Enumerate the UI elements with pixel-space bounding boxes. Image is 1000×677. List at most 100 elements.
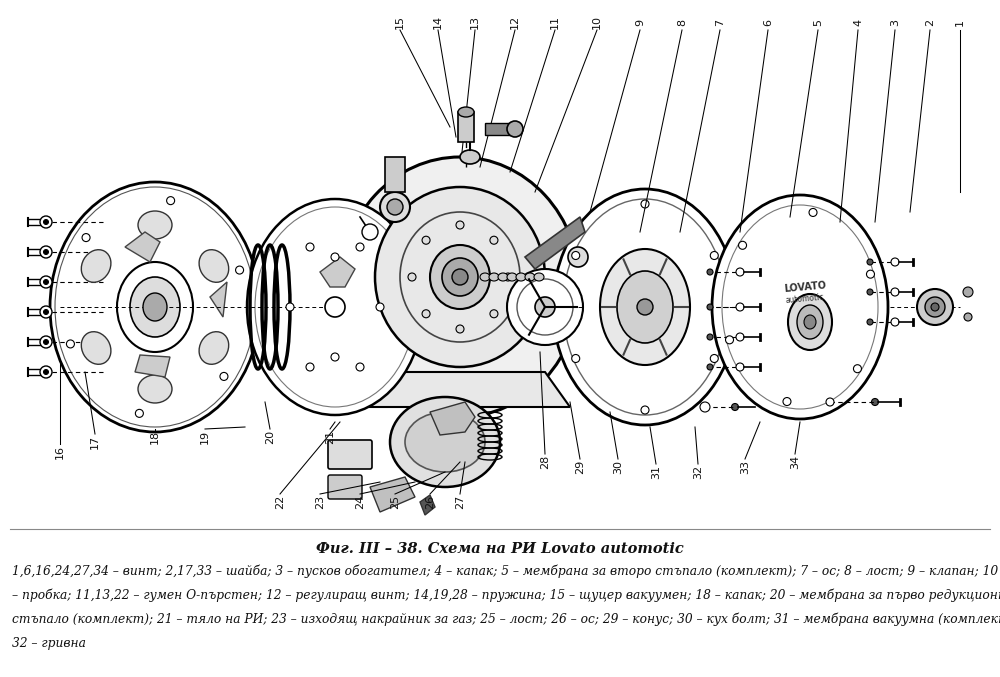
Ellipse shape xyxy=(480,273,490,281)
Ellipse shape xyxy=(783,397,791,406)
Ellipse shape xyxy=(135,410,143,417)
Ellipse shape xyxy=(891,258,899,266)
Text: 17: 17 xyxy=(90,435,100,449)
Ellipse shape xyxy=(572,355,580,362)
Ellipse shape xyxy=(707,364,713,370)
Ellipse shape xyxy=(456,325,464,333)
Ellipse shape xyxy=(710,355,718,362)
Ellipse shape xyxy=(867,259,873,265)
Ellipse shape xyxy=(362,224,378,240)
Ellipse shape xyxy=(891,318,899,326)
Text: 34: 34 xyxy=(790,455,800,469)
Ellipse shape xyxy=(535,297,555,317)
Polygon shape xyxy=(125,232,160,262)
Ellipse shape xyxy=(82,234,90,242)
Ellipse shape xyxy=(40,276,52,288)
Ellipse shape xyxy=(925,297,945,317)
Ellipse shape xyxy=(81,250,111,282)
Text: 26: 26 xyxy=(425,495,435,509)
Ellipse shape xyxy=(853,365,861,373)
Ellipse shape xyxy=(44,309,48,315)
Ellipse shape xyxy=(963,287,973,297)
Ellipse shape xyxy=(306,363,314,371)
Text: 1: 1 xyxy=(955,18,965,26)
Text: 25: 25 xyxy=(390,495,400,509)
Ellipse shape xyxy=(641,406,649,414)
Text: 9: 9 xyxy=(635,18,645,26)
Ellipse shape xyxy=(286,303,294,311)
Ellipse shape xyxy=(917,289,953,325)
Ellipse shape xyxy=(458,107,474,117)
Ellipse shape xyxy=(456,221,464,229)
Ellipse shape xyxy=(641,200,649,208)
Ellipse shape xyxy=(376,303,384,311)
FancyBboxPatch shape xyxy=(328,440,372,469)
Text: – пробка; 11,13,22 – гумен О-пърстен; 12 – регулиращ винт; 14,19,28 – пружина; 1: – пробка; 11,13,22 – гумен О-пърстен; 12… xyxy=(12,589,1000,603)
Ellipse shape xyxy=(460,150,480,164)
Ellipse shape xyxy=(516,273,526,281)
Text: 15: 15 xyxy=(395,15,405,29)
Text: 11: 11 xyxy=(550,15,560,29)
Ellipse shape xyxy=(44,219,48,225)
Ellipse shape xyxy=(356,243,364,251)
Ellipse shape xyxy=(490,236,498,244)
Ellipse shape xyxy=(553,189,737,425)
Ellipse shape xyxy=(50,182,260,432)
Ellipse shape xyxy=(408,273,416,281)
Text: 7: 7 xyxy=(715,18,725,26)
Ellipse shape xyxy=(826,398,834,406)
Ellipse shape xyxy=(44,339,48,345)
Text: 13: 13 xyxy=(470,15,480,29)
FancyBboxPatch shape xyxy=(485,123,510,135)
Text: 14: 14 xyxy=(433,15,443,29)
Ellipse shape xyxy=(490,310,498,318)
Polygon shape xyxy=(370,477,415,512)
Ellipse shape xyxy=(736,268,744,276)
Ellipse shape xyxy=(199,250,229,282)
Ellipse shape xyxy=(867,319,873,325)
Ellipse shape xyxy=(44,250,48,255)
Ellipse shape xyxy=(236,266,244,274)
Ellipse shape xyxy=(498,273,508,281)
Text: стъпало (комплект); 21 – тяло на РИ; 23 – изходящ накрайник за газ; 25 – лост; 2: стъпало (комплект); 21 – тяло на РИ; 23 … xyxy=(12,613,1000,626)
Ellipse shape xyxy=(739,241,747,249)
Ellipse shape xyxy=(507,273,517,281)
Ellipse shape xyxy=(130,277,180,337)
Ellipse shape xyxy=(143,293,167,321)
Ellipse shape xyxy=(504,273,512,281)
Ellipse shape xyxy=(617,271,673,343)
Ellipse shape xyxy=(804,315,816,329)
Ellipse shape xyxy=(867,289,873,295)
Text: 4: 4 xyxy=(853,18,863,26)
Polygon shape xyxy=(210,282,227,317)
Ellipse shape xyxy=(375,187,545,367)
Text: 24: 24 xyxy=(355,495,365,509)
Text: automotic: automotic xyxy=(785,293,825,305)
Ellipse shape xyxy=(40,246,52,258)
Ellipse shape xyxy=(40,306,52,318)
Text: Фиг. III – 38. Схема на РИ Lovato automotic: Фиг. III – 38. Схема на РИ Lovato automo… xyxy=(316,542,684,556)
Ellipse shape xyxy=(572,251,580,259)
Ellipse shape xyxy=(891,288,899,296)
Text: 2: 2 xyxy=(925,18,935,26)
Ellipse shape xyxy=(40,336,52,348)
Ellipse shape xyxy=(964,313,972,321)
Ellipse shape xyxy=(442,258,478,296)
Ellipse shape xyxy=(707,269,713,275)
Ellipse shape xyxy=(866,270,874,278)
FancyBboxPatch shape xyxy=(458,112,474,142)
Ellipse shape xyxy=(710,251,718,259)
Polygon shape xyxy=(350,372,570,407)
Ellipse shape xyxy=(726,336,734,344)
Text: 22: 22 xyxy=(275,495,285,509)
Ellipse shape xyxy=(732,403,738,410)
Ellipse shape xyxy=(707,334,713,340)
Ellipse shape xyxy=(700,402,710,412)
Text: 8: 8 xyxy=(677,18,687,26)
Ellipse shape xyxy=(138,211,172,239)
Ellipse shape xyxy=(199,332,229,364)
Ellipse shape xyxy=(66,340,74,348)
Ellipse shape xyxy=(55,187,255,427)
Ellipse shape xyxy=(138,375,172,403)
Ellipse shape xyxy=(452,269,468,285)
